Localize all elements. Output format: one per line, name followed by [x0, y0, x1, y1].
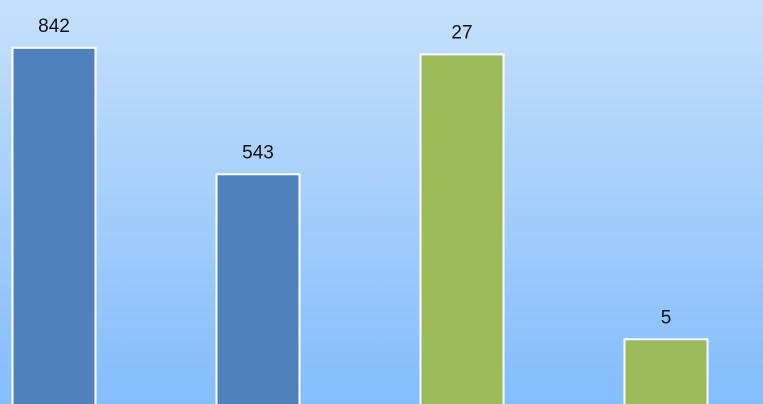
bar [419, 53, 505, 404]
data-label: 27 [451, 22, 472, 43]
bar [623, 338, 709, 404]
bar [11, 46, 97, 404]
data-label: 842 [38, 16, 70, 37]
data-label: 543 [242, 142, 274, 163]
data-label: 5 [661, 307, 672, 328]
bar [215, 173, 301, 404]
